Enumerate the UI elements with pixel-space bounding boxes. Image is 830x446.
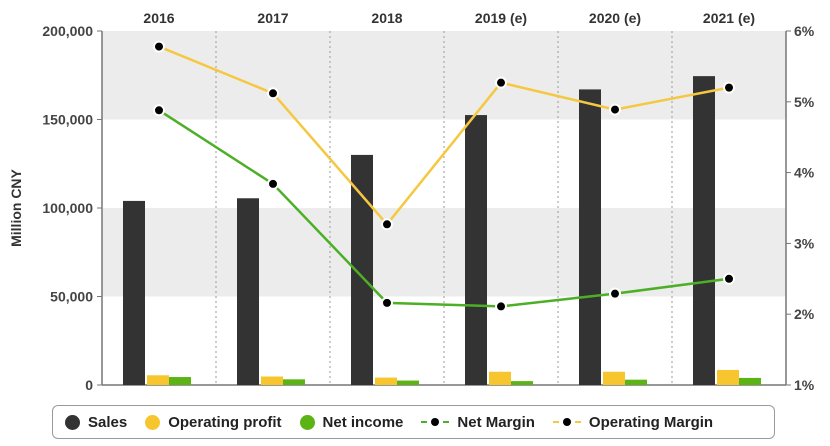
legend-label-operating-margin: Operating Margin xyxy=(588,413,714,431)
x-tick-label: 2018 xyxy=(371,10,402,26)
bar-sales xyxy=(465,115,487,385)
bar-sales xyxy=(123,200,145,385)
bar-net-income xyxy=(283,379,305,385)
legend-swatch-net-income xyxy=(299,414,315,430)
x-tick-label: 2017 xyxy=(257,10,288,26)
point-net-margin xyxy=(269,179,277,188)
point-operating-margin xyxy=(497,78,505,87)
bar-net-income xyxy=(397,380,419,385)
bar-operating-profit xyxy=(261,376,283,385)
legend-item-net-margin[interactable]: Net Margin xyxy=(421,414,535,431)
bar-sales xyxy=(693,76,715,385)
legend-item-net-income[interactable]: Net income xyxy=(299,413,404,431)
lines xyxy=(153,40,735,313)
legend-swatch-operating-profit xyxy=(145,414,161,430)
bar-sales xyxy=(237,198,259,385)
point-operating-margin xyxy=(155,42,163,51)
legend-label-net-margin: Net Margin xyxy=(457,413,535,431)
y-tick-label: 200,000 xyxy=(42,23,93,39)
bar-operating-profit xyxy=(147,375,169,385)
bar-sales xyxy=(351,154,373,385)
x-tick-label: 2020 (e) xyxy=(589,10,641,26)
line-net-margin xyxy=(158,109,730,308)
point-operating-margin xyxy=(611,105,619,114)
point-net-margin xyxy=(383,298,391,307)
legend-swatch-sales xyxy=(65,414,80,430)
grid-band xyxy=(102,31,786,120)
x-tick-label: 2016 xyxy=(143,10,174,26)
x-tick-label: 2021 (e) xyxy=(703,10,755,26)
y2-tick-label: 4% xyxy=(794,165,815,181)
bar-operating-profit xyxy=(717,369,739,385)
point-net-margin xyxy=(155,106,163,115)
point-net-margin xyxy=(497,302,505,311)
grid-band xyxy=(102,119,786,208)
bar-net-income xyxy=(511,381,533,385)
point-operating-margin xyxy=(269,89,277,98)
x-tick-label: 2019 (e) xyxy=(475,10,527,26)
point-net-margin xyxy=(611,289,619,298)
y-tick-label: 150,000 xyxy=(42,112,93,128)
category-separators xyxy=(215,31,673,385)
bar-operating-profit xyxy=(489,371,511,385)
bars xyxy=(123,76,761,385)
bar-sales xyxy=(579,89,601,385)
legend-label-net-income: Net income xyxy=(322,413,404,431)
legend-item-operating-margin[interactable]: Operating Margin xyxy=(552,413,714,431)
bar-net-income xyxy=(739,377,761,385)
point-net-margin xyxy=(725,274,733,283)
bar-operating-profit xyxy=(375,377,397,385)
y-tick-label: 50,000 xyxy=(50,289,93,305)
y2-tick-label: 5% xyxy=(794,94,815,110)
bar-net-income xyxy=(169,377,191,385)
y-tick-label: 100,000 xyxy=(42,200,93,216)
legend: Sales Operating profit Net income Net Ma… xyxy=(52,405,775,439)
legend-item-operating-profit[interactable]: Operating profit xyxy=(145,413,282,431)
y2-tick-label: 6% xyxy=(794,23,815,39)
legend-swatch-operating-margin xyxy=(552,416,581,428)
y2-tick-label: 3% xyxy=(794,235,815,251)
y2-tick-label: 1% xyxy=(794,377,815,393)
y2-tick-label: 2% xyxy=(794,306,815,322)
tick-labels: 0 50,000 100,000 150,000 200,000 1% 2% 3% 4% 5% 6%… xyxy=(42,10,814,393)
bar-operating-profit xyxy=(603,371,625,385)
line-operating-margin xyxy=(158,45,730,227)
y-axis-label: Million CNY xyxy=(8,168,24,246)
bar-net-income xyxy=(625,379,647,385)
legend-item-sales[interactable]: Sales xyxy=(65,414,127,431)
point-operating-margin xyxy=(725,83,733,92)
axes xyxy=(97,30,791,386)
point-operating-margin xyxy=(383,220,391,229)
legend-label-operating-profit: Operating profit xyxy=(168,413,282,431)
y-tick-label: 0 xyxy=(85,377,93,393)
legend-swatch-net-margin xyxy=(421,416,450,428)
legend-label-sales: Sales xyxy=(88,413,128,431)
